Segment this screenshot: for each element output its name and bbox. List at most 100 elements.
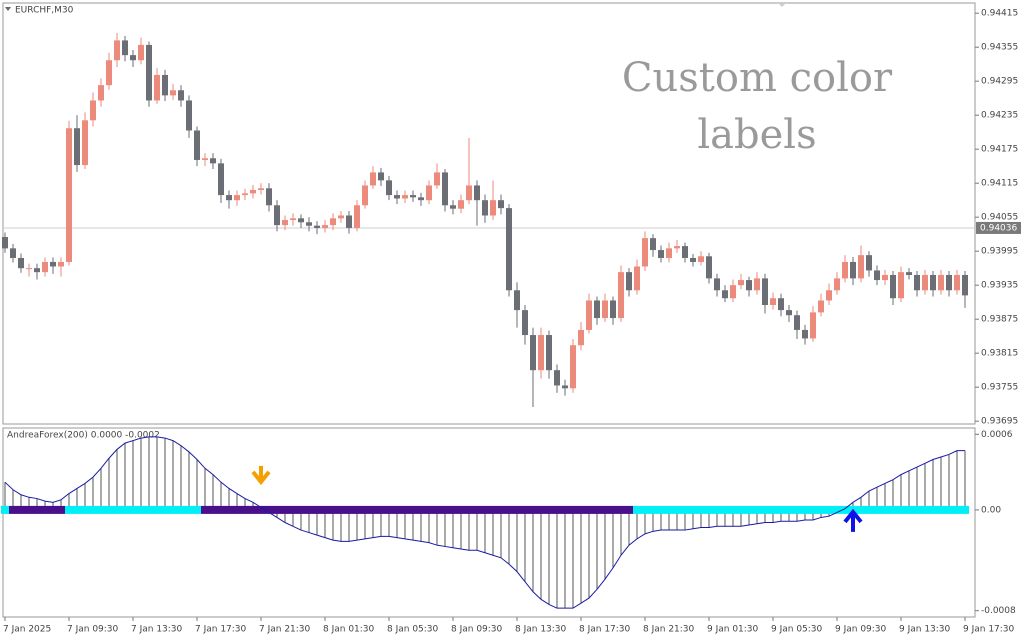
candle-body <box>258 188 264 190</box>
candle-body <box>362 185 368 206</box>
candle-body <box>818 300 824 313</box>
candle-body <box>338 215 344 219</box>
x-tick-label: 8 Jan 09:30 <box>451 625 503 635</box>
candle-body <box>738 280 744 286</box>
x-tick-label: 7 Jan 13:30 <box>131 625 183 635</box>
candle-body <box>242 193 248 196</box>
candle-body <box>130 55 136 61</box>
candle-body <box>378 172 384 181</box>
candle-body <box>538 335 544 371</box>
candle-body <box>346 215 352 228</box>
candle-body <box>618 272 624 319</box>
indicator-line <box>4 436 965 609</box>
zone-strip <box>9 505 65 514</box>
candle-body <box>354 205 360 228</box>
signal-arrow <box>843 508 863 532</box>
y-tick-label: 0.93755 <box>981 383 1018 393</box>
candle-body <box>858 255 864 279</box>
candle-body <box>226 195 232 201</box>
candle-body <box>162 74 168 96</box>
signal-arrow <box>251 465 271 486</box>
annotation: labels <box>697 112 816 158</box>
candle-body <box>594 300 600 319</box>
candle-body <box>714 278 720 291</box>
x-tick-label: 8 Jan 13:30 <box>515 625 567 635</box>
shift-marker <box>778 3 786 7</box>
x-tick-label: 7 Jan 21:30 <box>259 625 311 635</box>
candle-body <box>10 248 16 258</box>
candle-body <box>906 272 912 275</box>
candle-body <box>962 274 968 296</box>
candle-body <box>82 120 88 166</box>
y-tick-label: 0.94115 <box>981 179 1018 189</box>
x-tick-label: 8 Jan 17:30 <box>579 625 631 635</box>
candle-body <box>514 290 520 311</box>
candle-body <box>58 261 64 267</box>
candle-body <box>186 100 192 131</box>
candle-body <box>138 44 144 61</box>
candle-body <box>674 246 680 249</box>
candle-body <box>778 298 784 311</box>
candle-body <box>690 257 696 262</box>
candle-body <box>298 218 304 223</box>
x-tick-label: 9 Jan 09:30 <box>835 625 887 635</box>
candle-body <box>602 300 608 319</box>
candle-body <box>90 100 96 121</box>
menu-triangle <box>5 7 11 11</box>
candle-body <box>170 90 176 96</box>
candle-body <box>66 128 72 262</box>
candle-body <box>2 237 8 249</box>
x-tick-label: 7 Jan 2025 <box>3 625 51 635</box>
candle-body <box>666 248 672 258</box>
candle-body <box>650 238 656 251</box>
candle-body <box>146 44 152 101</box>
candle-body <box>306 222 312 226</box>
y-tick-label: 0.94055 <box>981 213 1018 223</box>
indicator-tick-label: 0.0006 <box>981 430 1013 440</box>
candle-body <box>314 225 320 228</box>
candle-body <box>74 128 80 166</box>
candle-body <box>410 195 416 198</box>
candle-body <box>458 200 464 209</box>
zone-strip <box>201 505 633 514</box>
candle-body <box>290 218 296 221</box>
x-tick-label: 8 Jan 01:30 <box>323 625 375 635</box>
chart-title: EURCHF,M30 <box>15 6 74 16</box>
y-tick-label: 0.94355 <box>981 43 1018 53</box>
candle-body <box>210 158 216 164</box>
candle-body <box>418 197 424 201</box>
candle-body <box>730 285 736 299</box>
indicator-panel <box>2 427 976 618</box>
candle-body <box>114 40 120 61</box>
candle-body <box>762 278 768 306</box>
candle-body <box>506 208 512 291</box>
candle-body <box>914 274 920 291</box>
candle-body <box>330 218 336 226</box>
candle-body <box>786 310 792 316</box>
last-price-label: 0.94036 <box>980 223 1017 233</box>
candle-body <box>938 274 944 291</box>
candle-body <box>834 278 840 291</box>
candle-body <box>546 335 552 371</box>
candle-body <box>698 256 704 262</box>
candle-body <box>874 270 880 281</box>
y-tick-label: 0.94415 <box>981 9 1018 19</box>
candle-body <box>234 195 240 201</box>
candle-body <box>386 180 392 196</box>
x-tick-label: 7 Jan 09:30 <box>67 625 119 635</box>
candle-body <box>954 274 960 291</box>
annotation: Custom color <box>622 55 893 101</box>
y-tick-label: 0.93935 <box>981 281 1018 291</box>
x-tick-label: 7 Jan 17:30 <box>195 625 247 635</box>
candle-body <box>498 200 504 209</box>
y-tick-label: 0.93995 <box>981 247 1018 257</box>
candle-body <box>754 278 760 291</box>
candle-body <box>450 205 456 209</box>
candle-body <box>26 268 32 270</box>
candle-body <box>626 272 632 291</box>
candle-body <box>474 185 480 201</box>
y-tick-label: 0.93875 <box>981 315 1018 325</box>
candle-body <box>322 225 328 228</box>
